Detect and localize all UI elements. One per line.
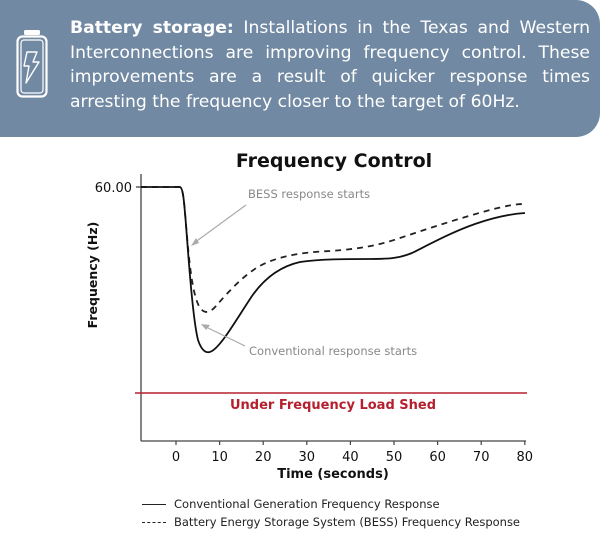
legend-label: Conventional Generation Frequency Respon… — [174, 497, 440, 511]
x-ticks — [175, 441, 526, 445]
x-tick-label: 50 — [386, 450, 403, 465]
x-tick-label: 0 — [172, 450, 180, 465]
x-tick-label: 60 — [429, 450, 446, 465]
chart-legend: Conventional Generation Frequency Respon… — [142, 495, 520, 531]
x-tick-label: 70 — [473, 450, 490, 465]
x-tick-label: 10 — [211, 450, 228, 465]
bess-annotation-label: BESS response starts — [248, 187, 370, 201]
bess-series-line — [141, 186, 526, 313]
solid-line-icon — [142, 503, 166, 505]
x-tick-label: 20 — [255, 450, 272, 465]
x-tick-label: 40 — [342, 450, 359, 465]
legend-item-bess: Battery Energy Storage System (BESS) Fre… — [142, 513, 520, 531]
conventional-arrowhead-icon — [201, 324, 210, 330]
banner-text: Battery storage: Installations in the Te… — [70, 16, 590, 114]
dashed-line-icon — [142, 521, 166, 523]
frequency-chart: Frequency Control 60.00 0 10 20 30 40 50… — [85, 150, 534, 482]
legend-item-conventional: Conventional Generation Frequency Respon… — [142, 495, 520, 513]
conventional-annotation-arrow — [203, 325, 246, 347]
bess-annotation-arrow — [193, 204, 247, 244]
banner-lead: Battery storage: — [70, 18, 234, 38]
conventional-series-line — [141, 186, 526, 354]
conventional-annotation-label: Conventional response starts — [249, 344, 417, 358]
x-axis-label: Time (seconds) — [277, 467, 389, 482]
y-axis-label: Frequency (Hz) — [85, 222, 100, 329]
chart-title: Frequency Control — [236, 150, 432, 172]
info-banner: Battery storage: Installations in the Te… — [0, 0, 600, 137]
legend-label: Battery Energy Storage System (BESS) Fre… — [174, 515, 521, 529]
x-tick-label: 80 — [517, 450, 534, 465]
load-shed-label: Under Frequency Load Shed — [230, 398, 436, 413]
battery-charging-icon — [16, 30, 48, 98]
banner-body: Installations in the Texas and Western I… — [70, 18, 590, 112]
y-tick-label: 60.00 — [95, 181, 132, 196]
bess-arrowhead-icon — [191, 238, 199, 246]
x-tick-label: 30 — [299, 450, 316, 465]
